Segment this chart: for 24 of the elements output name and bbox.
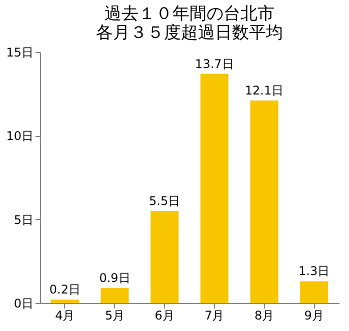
- bar: [150, 210, 179, 303]
- y-tick-label: 5日: [14, 212, 34, 227]
- y-tick-label: 0日: [14, 296, 34, 310]
- x-tick-label: 6月: [154, 308, 174, 322]
- data-label: 1.3日: [298, 264, 330, 278]
- data-label: 0.2日: [49, 282, 80, 297]
- x-tick-label: 9月: [304, 308, 324, 322]
- x-tick-label: 4月: [55, 308, 75, 322]
- x-tick-label: 7月: [204, 308, 224, 322]
- data-label: 12.1日: [244, 84, 284, 98]
- x-tick-label: 5月: [104, 308, 125, 322]
- bar: [250, 100, 278, 303]
- data-label: 0.9日: [99, 270, 130, 285]
- data-label: 13.7日: [195, 56, 234, 71]
- bar: [200, 74, 228, 303]
- text: 各月３５度超過日数平均: [96, 23, 283, 43]
- y-tick-label: 15日: [6, 46, 34, 60]
- text: 過去１０年間の台北市: [104, 4, 274, 24]
- data-label: 5.5日: [149, 194, 180, 208]
- bar: [50, 300, 79, 303]
- x-tick-label: 8月: [254, 308, 274, 322]
- bar: [300, 281, 328, 303]
- bar: [100, 288, 129, 303]
- y-tick-label: 10日: [6, 129, 34, 144]
